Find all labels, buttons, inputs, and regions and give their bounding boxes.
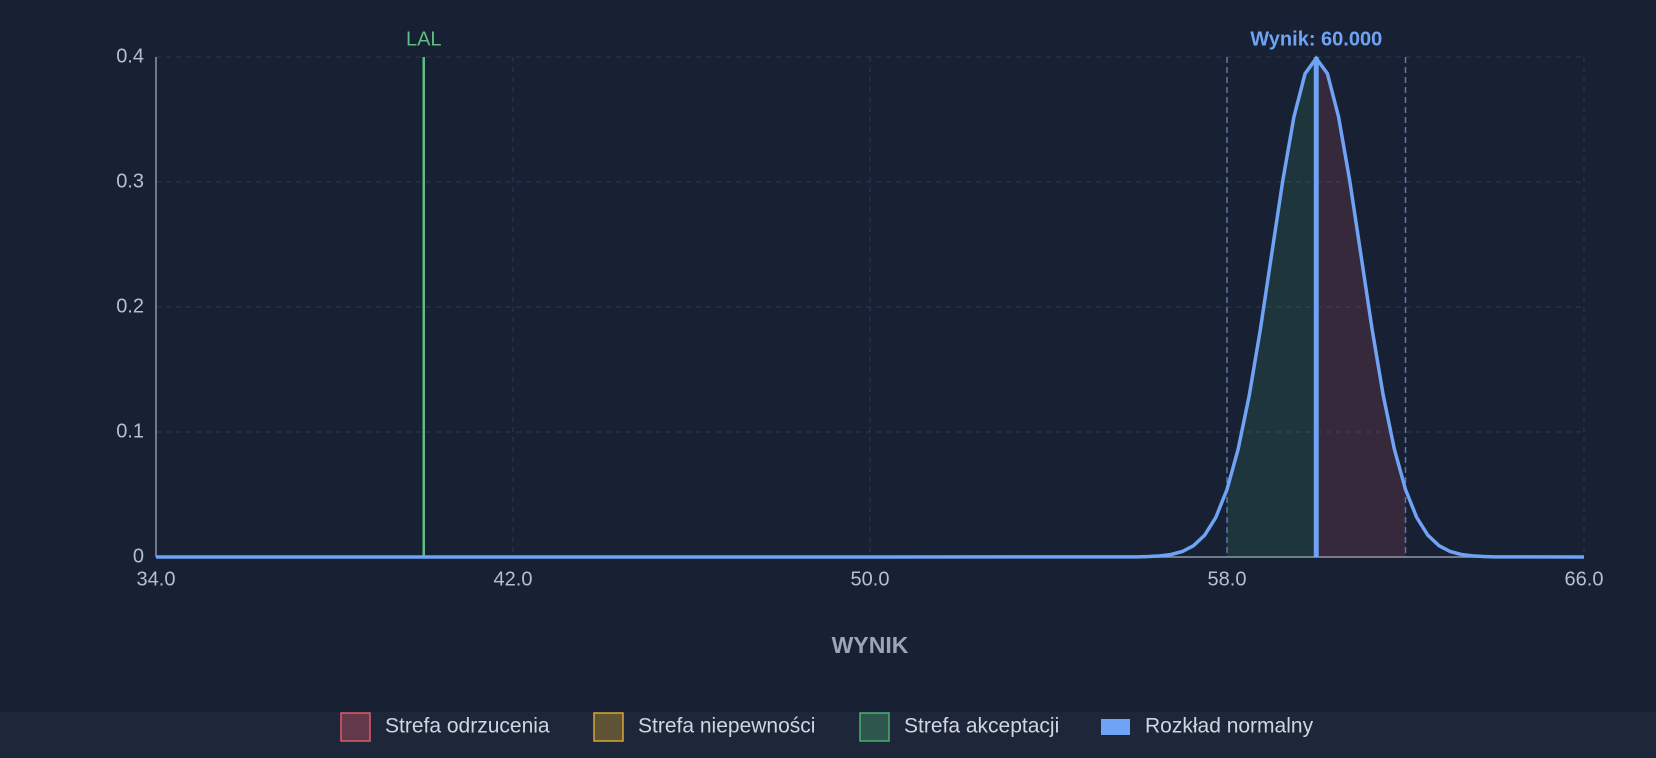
- legend-swatch: [859, 712, 890, 742]
- marker-label: Wynik: 60.000: [1250, 28, 1382, 50]
- y-tick-label: 0: [133, 545, 144, 567]
- region-fill: [1316, 58, 1406, 557]
- marker-label: LAL: [406, 28, 442, 50]
- region-fill: [1227, 58, 1317, 557]
- legend-swatch: [593, 712, 624, 742]
- distribution-line: [156, 55, 1585, 559]
- legend-swatch: [340, 712, 371, 742]
- x-axis-label: WYNIK: [832, 632, 909, 658]
- y-tick-label: 0.3: [116, 170, 144, 192]
- legend-label: Strefa odrzucenia: [385, 715, 550, 738]
- x-tick-label: 50.0: [851, 568, 890, 590]
- y-tick-label: 0.1: [116, 420, 144, 442]
- x-tick-label: 42.0: [494, 568, 533, 590]
- x-tick-label: 66.0: [1565, 568, 1604, 590]
- legend-label: Strefa niepewności: [638, 715, 815, 738]
- legend-label: Rozkład normalny: [1145, 715, 1314, 738]
- y-tick-label: 0.4: [116, 45, 144, 67]
- legend-swatch: [1101, 719, 1130, 735]
- x-tick-label: 34.0: [137, 568, 176, 590]
- x-tick-label: 58.0: [1208, 568, 1247, 590]
- y-tick-label: 0.2: [116, 295, 144, 317]
- legend-band: [0, 712, 1656, 758]
- legend-label: Strefa akceptacji: [904, 715, 1059, 738]
